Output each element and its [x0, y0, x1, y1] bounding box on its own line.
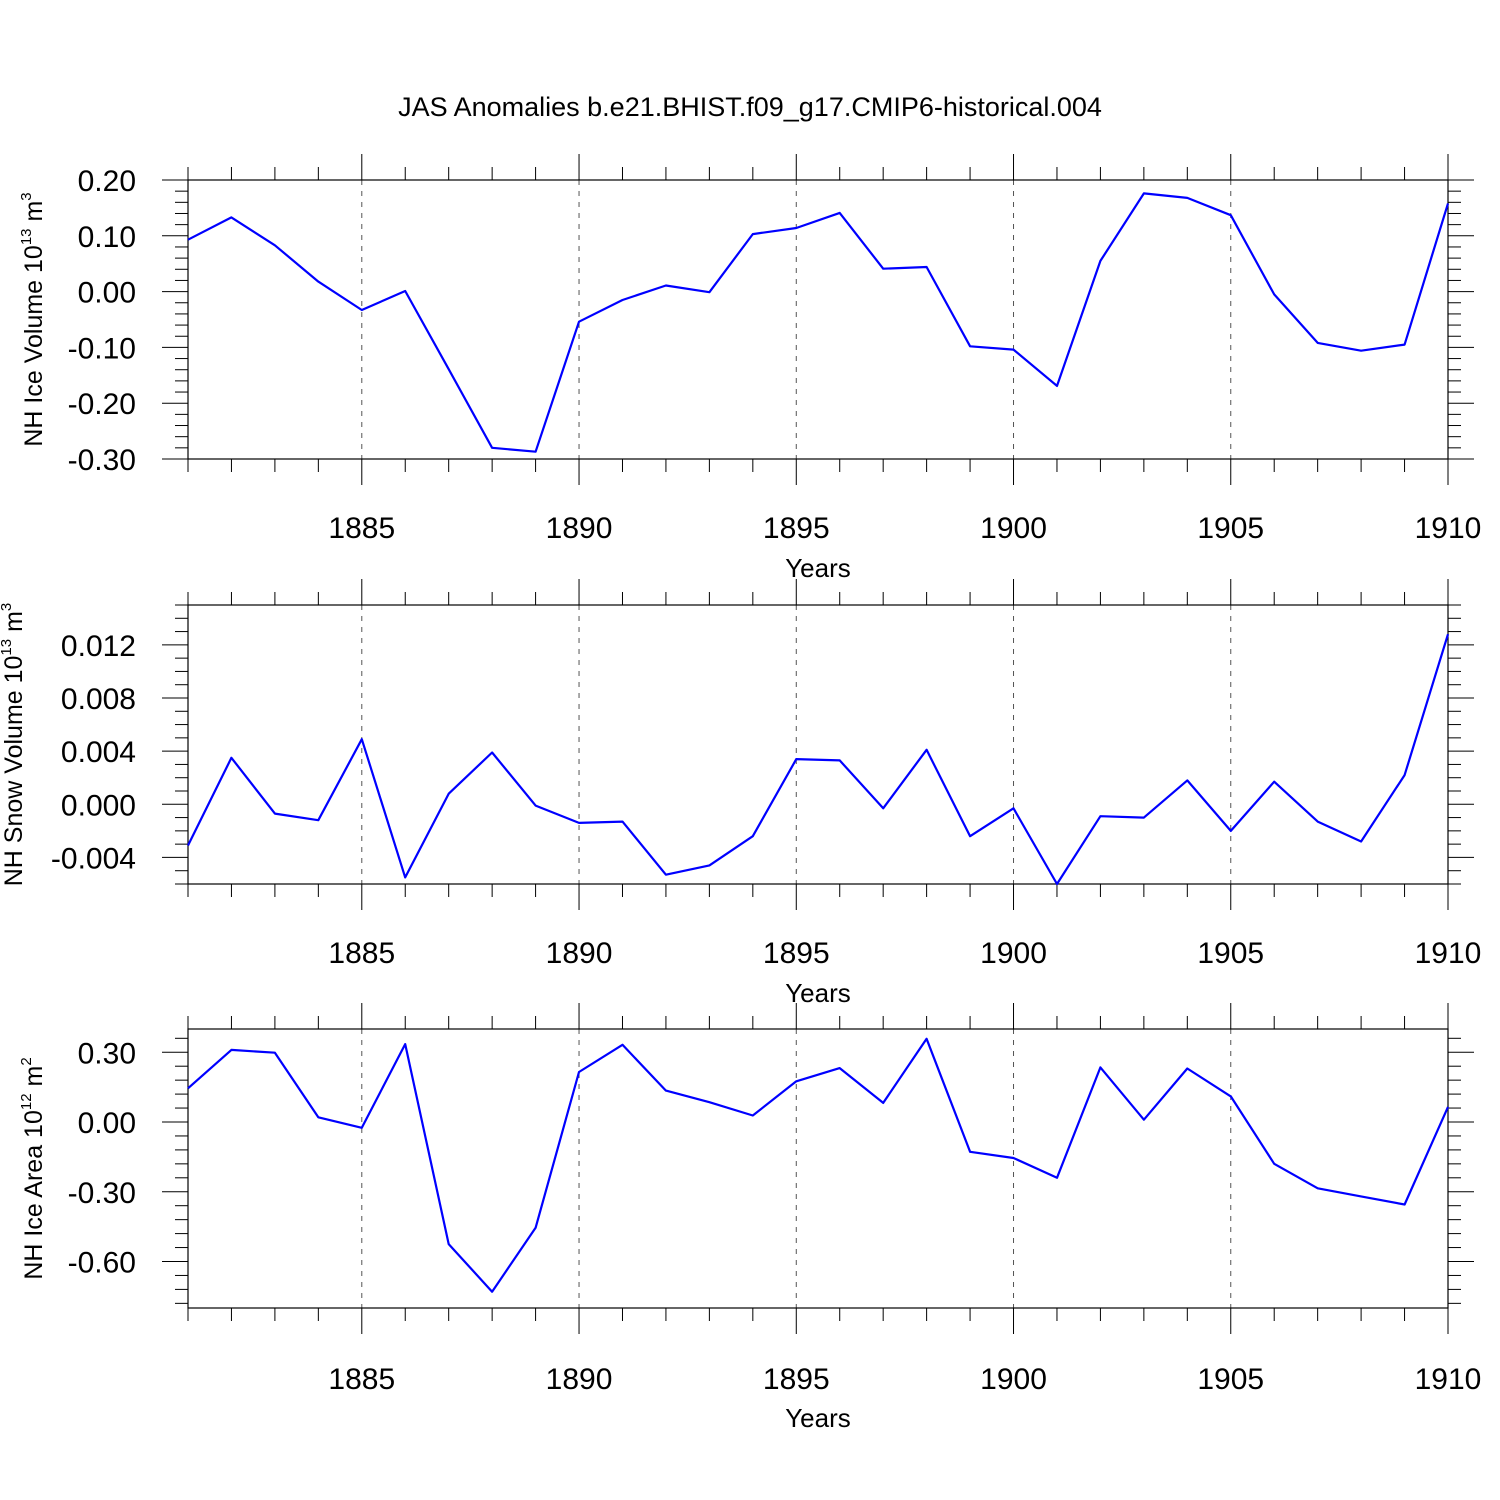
y-axis-label: NH Ice Area 1012 m2 [18, 1057, 48, 1279]
x-tick-label: 1910 [1415, 1363, 1482, 1396]
y-tick-label: -0.20 [68, 388, 136, 421]
y-tick-label: 0.20 [78, 165, 136, 198]
y-tick-label: -0.10 [68, 332, 136, 365]
x-tick-label: 1885 [328, 1363, 395, 1396]
x-axis-label: Years [785, 1403, 851, 1433]
x-tick-label: 1905 [1197, 512, 1264, 545]
figure-title: JAS Anomalies b.e21.BHIST.f09_g17.CMIP6-… [398, 92, 1102, 122]
y-tick-label: -0.30 [68, 1177, 136, 1210]
y-tick-label: 0.00 [78, 1107, 136, 1140]
x-tick-label: 1885 [328, 512, 395, 545]
y-tick-label: -0.60 [68, 1247, 136, 1280]
y-tick-label: 0.00 [78, 277, 136, 310]
series-line [187, 633, 1450, 886]
panel-1: -0.30 -0.20 -0.10 0.00 0.10 0.20 1885 1890 1895 1… [18, 154, 1481, 583]
y-tick-label: 0.30 [78, 1037, 136, 1070]
x-tick-label: 1890 [546, 512, 613, 545]
y-axis-label: NH Snow Volume 1013 m3 [0, 603, 28, 887]
plot-frame [187, 1028, 1449, 1309]
x-tick-label: 1885 [328, 937, 395, 970]
x-axis-label: Years [785, 553, 851, 583]
x-tick-label: 1905 [1197, 937, 1264, 970]
x-tick-label: 1900 [980, 937, 1047, 970]
panel-2: -0.004 0.000 0.004 0.008 0.012 1885 1890 1895 19… [0, 579, 1481, 1008]
x-tick-label: 1905 [1197, 1363, 1264, 1396]
y-tick-label: -0.30 [68, 444, 136, 477]
y-tick-label: 0.10 [78, 221, 136, 254]
y-tick-label: 0.008 [61, 683, 136, 716]
x-tick-label: 1900 [980, 512, 1047, 545]
x-tick-label: 1910 [1415, 512, 1482, 545]
x-tick-label: 1890 [546, 937, 613, 970]
y-tick-label: 0.004 [61, 736, 136, 769]
x-tick-label: 1895 [763, 1363, 830, 1396]
panel-3: -0.60 -0.30 0.00 0.30 1885 1890 1895 1900 1905 19… [18, 1003, 1481, 1433]
plot-frame [187, 179, 1449, 460]
x-tick-label: 1895 [763, 512, 830, 545]
x-tick-label: 1895 [763, 937, 830, 970]
y-tick-label: 0.012 [61, 630, 136, 663]
series-line [187, 1037, 1450, 1293]
plot-frame [187, 604, 1449, 885]
y-axis-label: NH Ice Volume 1013 m3 [18, 192, 48, 446]
x-tick-label: 1910 [1415, 937, 1482, 970]
y-tick-label: -0.004 [51, 842, 136, 875]
x-axis-label: Years [785, 978, 851, 1008]
x-tick-label: 1900 [980, 1363, 1047, 1396]
series-line [187, 192, 1450, 453]
y-tick-label: 0.000 [61, 789, 136, 822]
x-tick-label: 1890 [546, 1363, 613, 1396]
